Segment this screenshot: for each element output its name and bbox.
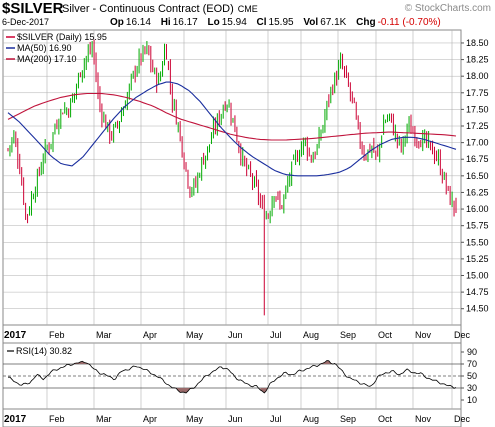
month-label: Feb: [49, 330, 65, 340]
description-text: Silver - Continuous Contract (EOD): [62, 3, 234, 15]
month-label: Sep: [340, 330, 356, 340]
volume-label: Vol: [303, 17, 319, 28]
price-tick-label: 15.00: [466, 270, 489, 280]
rsi-tick-label: 10: [467, 395, 477, 405]
rsi-tick-label: 70: [467, 359, 477, 369]
price-tick-label: 17.00: [466, 138, 489, 148]
bottom-axis-strip: [2, 408, 462, 427]
open-value: 16.14: [125, 17, 151, 28]
rsi-month-label: Apr: [143, 414, 157, 424]
price-tick-label: 17.75: [466, 88, 489, 98]
rsi-month-label: Jun: [228, 414, 243, 424]
legend-price: $SILVER (Daily) 15.95: [17, 32, 107, 42]
change-value: -0.11 (-0.70%): [377, 17, 441, 28]
close-label: Cl: [256, 17, 267, 28]
month-label: Apr: [143, 330, 157, 340]
month-label: Nov: [415, 330, 432, 340]
high-value: 16.17: [172, 17, 198, 28]
price-tick-label: 15.75: [466, 221, 489, 231]
rsi-month-label: Feb: [49, 414, 65, 424]
month-label: Jul: [270, 330, 282, 340]
legend-ma200: MA(200) 17.10: [17, 54, 77, 64]
low-value: 15.94: [221, 17, 247, 28]
price-tick-label: 14.75: [466, 287, 489, 297]
rsi-tick-label: 30: [467, 383, 477, 393]
month-label: Mar: [96, 330, 112, 340]
price-tick-label: 15.50: [466, 237, 489, 247]
month-label: Jun: [228, 330, 243, 340]
rsi-month-label: Sep: [340, 414, 356, 424]
rsi-tick-label: 50: [467, 371, 477, 381]
ma200-line: [7, 92, 457, 141]
quote-date: 6-Dec-2017: [2, 17, 50, 27]
price-tick-label: 16.00: [466, 204, 489, 214]
rsi-month-label: Nov: [415, 414, 432, 424]
open-label: Op: [110, 17, 124, 28]
price-tick-label: 16.25: [466, 187, 489, 197]
symbol-title: $SILVER: [2, 0, 64, 17]
high-label: Hi: [160, 17, 171, 28]
rsi-month-label: May: [186, 414, 204, 424]
close-value: 15.95: [268, 17, 294, 28]
price-tick-label: 16.50: [466, 171, 489, 181]
rsi-tick-label: 90: [467, 347, 477, 357]
price-tick-label: 17.50: [466, 104, 489, 114]
watermark: © StockCharts.com: [404, 3, 491, 14]
rsi-month-label: Oct: [378, 414, 393, 424]
legend-ma50: MA(50) 16.90: [17, 43, 72, 53]
ma50-line: [7, 81, 457, 177]
rsi-month-label: Jul: [270, 414, 282, 424]
exchange-label: CME: [237, 4, 258, 14]
low-label: Lo: [207, 17, 220, 28]
volume-value: 67.1K: [320, 17, 347, 28]
price-tick-label: 15.25: [466, 254, 489, 264]
price-tick-label: 16.75: [466, 154, 489, 164]
price-tick-label: 17.25: [466, 121, 489, 131]
month-label: May: [186, 330, 204, 340]
rsi-legend-bg: [5, 345, 81, 356]
price-tick-label: 18.50: [466, 38, 489, 48]
month-label: Oct: [378, 330, 393, 340]
quote-stats: Op 16.14 Hi 16.17 Lo 15.94 Cl 15.95 Vol 67.1K…: [110, 17, 448, 28]
chart-header: $SILVER Silver - Continuous Contract (EO…: [0, 0, 495, 30]
price-tick-label: 18.25: [466, 55, 489, 65]
rsi-month-label: Dec: [454, 414, 471, 424]
price-panel: [2, 29, 462, 326]
rsi-month-label: 2017: [4, 414, 27, 425]
price-tick-label: 18.00: [466, 71, 489, 81]
rsi-line: [8, 360, 457, 394]
change-label: Chg: [356, 17, 376, 28]
symbol-description: Silver - Continuous Contract (EOD) CME: [62, 3, 258, 15]
month-label: Aug: [303, 330, 319, 340]
month-label: Dec: [454, 330, 471, 340]
rsi-month-label: Aug: [303, 414, 319, 424]
price-tick-label: 14.50: [466, 304, 489, 314]
rsi-legend-label: RSI(14) 30.82: [16, 346, 72, 356]
rsi-month-label: Mar: [96, 414, 112, 424]
month-label: 2017: [4, 330, 27, 341]
